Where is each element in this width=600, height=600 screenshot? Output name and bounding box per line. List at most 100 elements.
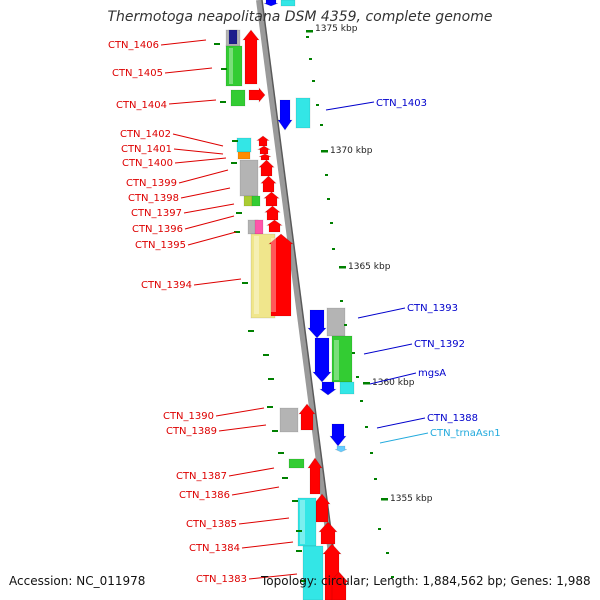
track-dot	[370, 452, 373, 454]
gene-label-mgsa[interactable]: mgsA	[418, 368, 446, 379]
feature-block[interactable]	[262, 191, 281, 207]
feature-block[interactable]	[228, 29, 238, 45]
feature-block[interactable]	[254, 219, 264, 235]
feature-highlight	[271, 238, 276, 312]
feature-block[interactable]	[295, 97, 311, 129]
feature-block[interactable]	[329, 423, 347, 447]
scale-tick-label: 1365 kbp	[348, 262, 391, 272]
gene-label-ctn_1392[interactable]: CTN_1392	[414, 339, 465, 350]
feature-block[interactable]	[265, 219, 284, 233]
track-dash	[232, 140, 238, 142]
gene-label-ctn_1393[interactable]: CTN_1393	[407, 303, 458, 314]
scale-tick-mark	[321, 150, 328, 153]
feature-block[interactable]	[248, 86, 266, 104]
feature-block[interactable]	[298, 403, 316, 431]
feature-block[interactable]	[267, 233, 295, 317]
gene-label-ctn_trnaasn1[interactable]: CTN_trnaAsn1	[430, 428, 501, 439]
feature-block[interactable]	[280, 0, 296, 7]
feature-block[interactable]	[334, 445, 348, 453]
track-dot	[352, 352, 355, 354]
gene-label-ctn_1386[interactable]: CTN_1386	[179, 490, 230, 501]
track-dot	[312, 80, 315, 82]
gene-leader-line	[231, 486, 280, 496]
gene-label-ctn_1404[interactable]: CTN_1404	[116, 100, 167, 111]
track-dot	[340, 300, 343, 302]
gene-label-ctn_1394[interactable]: CTN_1394	[141, 280, 192, 291]
feature-block[interactable]	[263, 205, 282, 221]
feature-block[interactable]	[255, 135, 271, 147]
gene-label-ctn_1397[interactable]: CTN_1397	[131, 208, 182, 219]
gene-leader-line	[248, 573, 298, 580]
gene-leader-line	[376, 417, 426, 429]
track-dot	[320, 124, 323, 126]
feature-block[interactable]	[302, 545, 324, 600]
feature-block[interactable]	[239, 159, 259, 197]
feature-block[interactable]	[243, 195, 253, 207]
gene-label-ctn_1384[interactable]: CTN_1384	[189, 543, 240, 554]
gene-label-ctn_1401[interactable]: CTN_1401	[121, 144, 172, 155]
gene-label-ctn_1387[interactable]: CTN_1387	[176, 471, 227, 482]
feature-block[interactable]	[258, 159, 275, 177]
gene-leader-line	[369, 372, 417, 385]
gene-label-ctn_1396[interactable]: CTN_1396	[132, 224, 183, 235]
gene-label-ctn_1389[interactable]: CTN_1389	[166, 426, 217, 437]
track-dot	[356, 376, 359, 378]
track-dot	[309, 58, 312, 60]
gene-leader-line	[193, 278, 242, 286]
gene-label-ctn_1385[interactable]: CTN_1385	[186, 519, 237, 530]
track-dot	[386, 552, 389, 554]
track-dot	[316, 104, 319, 106]
track-dot	[306, 36, 309, 38]
gene-label-ctn_1388[interactable]: CTN_1388	[427, 413, 478, 424]
feature-block[interactable]	[339, 381, 355, 395]
feature-block[interactable]	[318, 521, 338, 545]
gene-leader-line	[228, 467, 275, 477]
feature-block[interactable]	[307, 309, 327, 339]
feature-block[interactable]	[279, 407, 299, 433]
feature-block[interactable]	[237, 151, 251, 160]
gene-label-ctn_1405[interactable]: CTN_1405	[112, 68, 163, 79]
track-dot	[332, 248, 335, 250]
feature-block[interactable]	[263, 0, 279, 7]
track-dot	[391, 576, 394, 578]
gene-label-ctn_1383[interactable]: CTN_1383	[196, 574, 247, 585]
feature-block[interactable]	[242, 29, 260, 85]
feature-block[interactable]	[277, 99, 293, 131]
track-dot	[344, 324, 347, 326]
scale-tick-mark	[363, 382, 370, 385]
gene-label-ctn_1403[interactable]: CTN_1403	[376, 98, 427, 109]
gene-leader-line	[172, 133, 224, 147]
gene-label-ctn_1395[interactable]: CTN_1395	[135, 240, 186, 251]
feature-block[interactable]	[260, 175, 277, 193]
feature-block[interactable]	[236, 137, 252, 153]
feature-block[interactable]	[256, 145, 272, 155]
feature-block[interactable]	[251, 195, 261, 207]
track-dash	[268, 378, 274, 380]
gene-label-ctn_1406[interactable]: CTN_1406	[108, 40, 159, 51]
track-dash	[300, 580, 306, 582]
gene-label-ctn_1400[interactable]: CTN_1400	[122, 158, 173, 169]
gene-label-ctn_1399[interactable]: CTN_1399	[126, 178, 177, 189]
feature-block[interactable]	[318, 381, 338, 396]
scale-tick-label: 1370 kbp	[330, 146, 373, 156]
feature-block[interactable]	[288, 458, 305, 469]
gene-leader-line	[174, 157, 227, 164]
track-dash	[292, 500, 298, 502]
feature-block[interactable]	[230, 89, 246, 107]
feature-block[interactable]	[225, 45, 243, 87]
gene-label-ctn_1390[interactable]: CTN_1390	[163, 411, 214, 422]
track-dash	[248, 330, 254, 332]
track-dash	[263, 354, 269, 356]
feature-block[interactable]	[307, 457, 323, 495]
feature-block[interactable]	[329, 571, 349, 600]
gene-label-ctn_1398[interactable]: CTN_1398	[128, 193, 179, 204]
feature-block[interactable]	[312, 337, 332, 383]
feature-block[interactable]	[258, 153, 272, 161]
track-dash	[221, 68, 227, 70]
scale-tick-label: 1360 kbp	[372, 378, 415, 388]
gene-label-ctn_1402[interactable]: CTN_1402	[120, 129, 171, 140]
track-dash	[296, 550, 302, 552]
accession-text: Accession: NC_011978	[9, 574, 146, 588]
gene-leader-line	[238, 517, 290, 525]
feature-block[interactable]	[326, 307, 346, 337]
